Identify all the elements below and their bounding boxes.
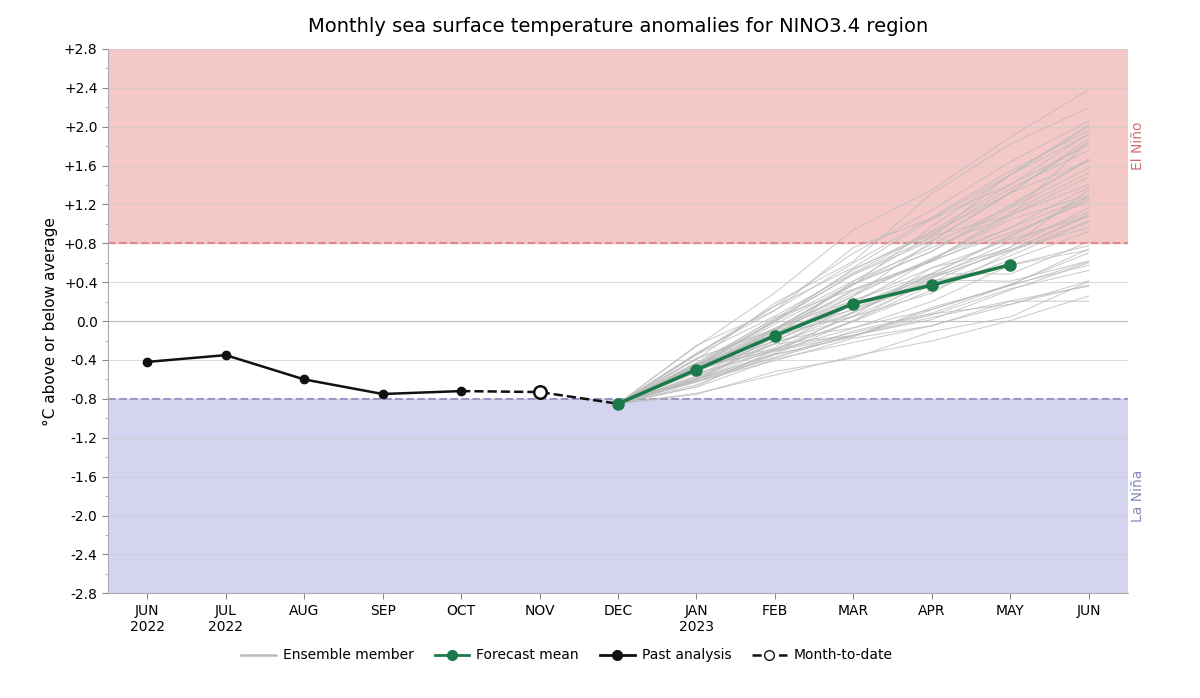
Legend: Ensemble member, Forecast mean, Past analysis, Month-to-date: Ensemble member, Forecast mean, Past ana… xyxy=(235,643,899,668)
Text: La Niña: La Niña xyxy=(1132,470,1145,522)
Title: Monthly sea surface temperature anomalies for NINO3.4 region: Monthly sea surface temperature anomalie… xyxy=(308,17,928,36)
Bar xyxy=(108,399,1128,593)
Bar xyxy=(108,49,1128,244)
Text: El Niño: El Niño xyxy=(1132,122,1145,170)
Y-axis label: °C above or below average: °C above or below average xyxy=(43,216,59,426)
